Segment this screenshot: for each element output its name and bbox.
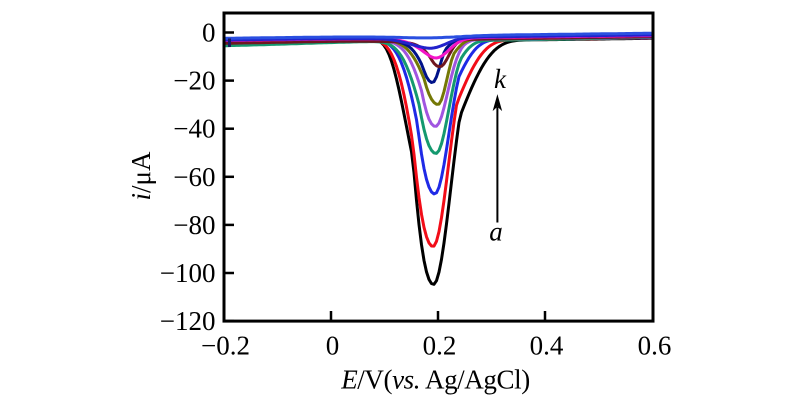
svg-text:−80: −80 bbox=[173, 210, 215, 240]
svg-text:k: k bbox=[494, 64, 507, 94]
svg-text:0.4: 0.4 bbox=[530, 331, 564, 361]
svg-text:E/V(vs. Ag/AgCl): E/V(vs. Ag/AgCl) bbox=[340, 365, 530, 395]
svg-text:i/μA: i/μA bbox=[126, 151, 156, 200]
svg-text:−100: −100 bbox=[160, 258, 216, 288]
svg-text:−0.2: −0.2 bbox=[201, 331, 250, 361]
svg-text:0: 0 bbox=[326, 331, 340, 361]
svg-text:0: 0 bbox=[202, 18, 216, 48]
svg-text:−60: −60 bbox=[173, 162, 215, 192]
svg-text:0.2: 0.2 bbox=[423, 331, 457, 361]
svg-text:−20: −20 bbox=[173, 66, 215, 96]
svg-text:a: a bbox=[489, 217, 503, 247]
svg-text:−120: −120 bbox=[160, 306, 216, 336]
svg-text:−40: −40 bbox=[173, 114, 215, 144]
svg-text:0.6: 0.6 bbox=[638, 331, 672, 361]
